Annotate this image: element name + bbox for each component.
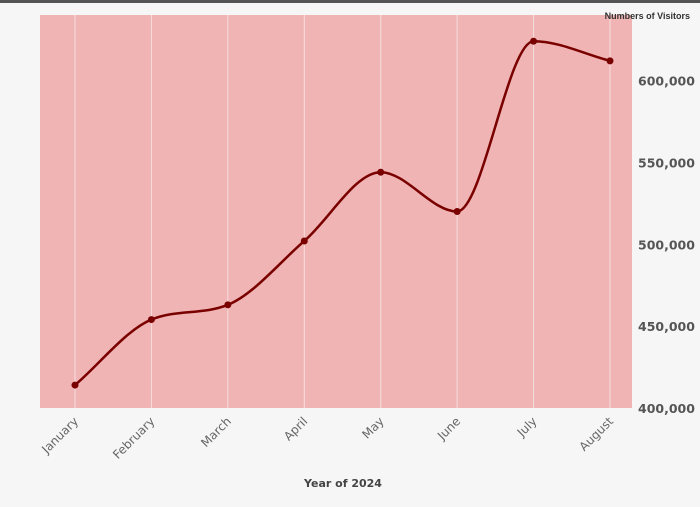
- data-point-june: [453, 208, 461, 215]
- y-tick-label: 500,000: [638, 237, 695, 252]
- y-tick-label: 400,000: [638, 401, 695, 416]
- x-tick-label-july: July: [514, 414, 540, 440]
- plot-area: [40, 15, 632, 408]
- y-axis-title: Numbers of Visitors: [605, 11, 690, 21]
- top-border: [0, 0, 700, 3]
- data-point-may: [377, 168, 385, 176]
- y-tick-label: 450,000: [638, 319, 695, 334]
- data-point-august: [606, 57, 614, 65]
- series-line: [74, 39, 611, 387]
- x-tick-label-june: June: [434, 414, 463, 443]
- y-tick-label: 550,000: [638, 155, 695, 170]
- x-tick-label-august: August: [577, 414, 617, 454]
- y-axis-ticks: 400,000 450,000 500,000 550,000 600,000: [638, 74, 695, 417]
- x-tick-label-february: February: [110, 414, 158, 462]
- data-point-july: [530, 37, 538, 45]
- x-axis-title: Year of 2024: [303, 477, 382, 490]
- data-point-february: [147, 316, 155, 324]
- x-tick-label-may: May: [359, 414, 386, 441]
- data-point-march: [224, 301, 232, 309]
- x-tick-label-january: January: [38, 414, 81, 457]
- gridlines: [74, 15, 611, 408]
- data-points: [71, 37, 614, 389]
- x-tick-label-march: March: [198, 414, 234, 450]
- x-axis-ticks: January February March April May June July Augu…: [38, 414, 616, 462]
- data-point-april: [300, 237, 308, 245]
- data-point-january: [71, 381, 79, 389]
- x-tick-label-april: April: [281, 414, 310, 443]
- y-tick-label: 600,000: [638, 74, 695, 89]
